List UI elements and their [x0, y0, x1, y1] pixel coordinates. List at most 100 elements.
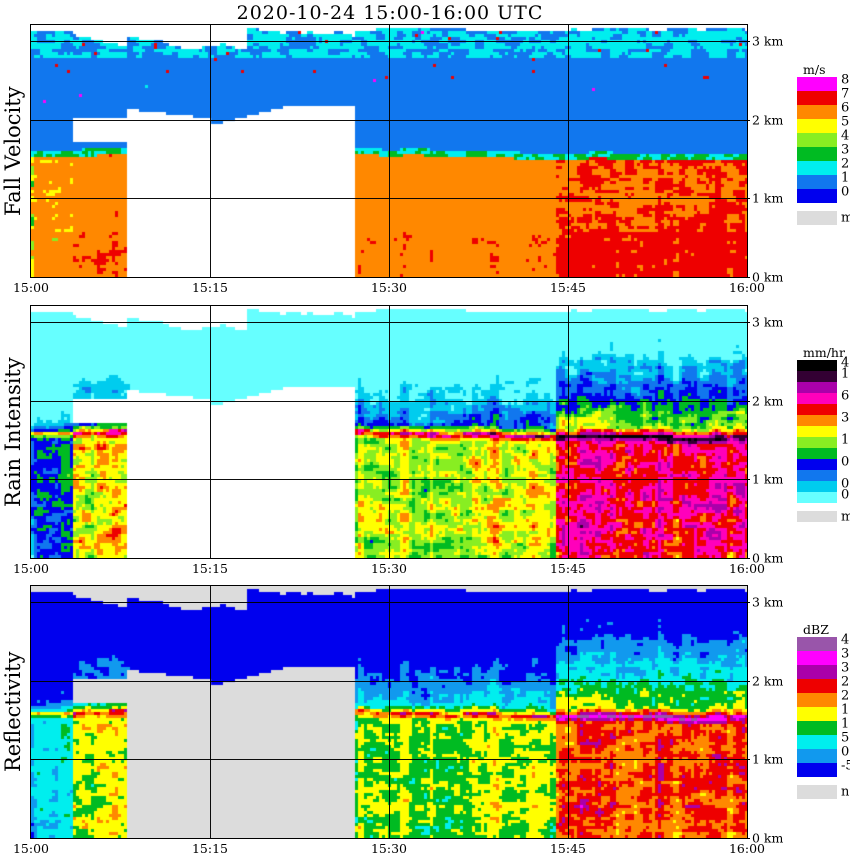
plot-area-rain-intensity[interactable]	[30, 305, 748, 559]
x-axis-tick-label: 15:45	[549, 561, 587, 576]
colorbar-nodata-label: none	[841, 784, 850, 800]
colorbar-swatch	[797, 426, 837, 437]
colorbar-tick-label: 3.0	[841, 410, 850, 426]
x-axis-tick-label: 15:30	[370, 841, 408, 856]
colorbar-tick-label: 3.0	[841, 142, 850, 158]
y-axis-tick-mark	[744, 558, 750, 559]
y-axis-tick-mark	[744, 479, 750, 480]
y-axis-tick-label: 1 km	[752, 471, 784, 487]
colorbar-swatch	[797, 693, 837, 707]
colorbar-swatch	[797, 492, 837, 503]
colorbar-nodata-swatch	[797, 511, 837, 522]
x-axis-tick-label: 15:15	[191, 841, 229, 856]
x-axis-tick-label: 15:00	[12, 280, 50, 295]
x-axis-tick-label: 15:15	[191, 561, 229, 576]
gridline-vertical-1	[210, 586, 211, 838]
colorbar-swatch	[797, 371, 837, 382]
y-axis-tick-mark	[744, 838, 750, 839]
colorbar-tick-label: 0.0	[841, 744, 850, 760]
colorbar-tick-label: 0.0	[841, 487, 850, 503]
y-axis-tick-mark	[744, 681, 750, 682]
y-axis-tick-label: 1 km	[752, 751, 784, 767]
colorbar-swatch	[797, 133, 837, 147]
y-axis-tick-label: 0 km	[752, 269, 784, 285]
colorbar-nodata-swatch	[797, 785, 837, 799]
colorbar-swatch	[797, 470, 837, 481]
colorbar-tick-label: 6.0	[841, 388, 850, 404]
y-axis-tick-label: 0 km	[752, 830, 784, 846]
panel-label-reflectivity: Reflectivity	[1, 651, 25, 773]
gridline-vertical-1	[210, 306, 211, 558]
colorbar-swatch	[797, 679, 837, 693]
colorbar-swatch	[797, 707, 837, 721]
x-axis-tick-label: 15:00	[12, 841, 50, 856]
x-axis-tick-label: 15:45	[549, 841, 587, 856]
x-axis-tick-label: 15:30	[370, 280, 408, 295]
colorbar-swatch	[797, 119, 837, 133]
colorbar-swatch-stack	[797, 77, 837, 203]
y-axis-tick-mark	[744, 602, 750, 603]
colorbar-tick-label: 12.0	[841, 366, 850, 382]
colorbar-swatch	[797, 161, 837, 175]
y-axis-tick-mark	[744, 322, 750, 323]
colorbar-tick-label: 48.0	[841, 355, 850, 371]
colorbar-tick-label: 2.0	[841, 156, 850, 172]
colorbar-unit-label: mm/hr	[803, 345, 845, 360]
y-axis-tick-label: 3 km	[752, 594, 784, 610]
y-axis-tick-label: 1 km	[752, 190, 784, 206]
panel-label-fall-velocity: Fall Velocity	[1, 86, 25, 216]
colorbar-tick-label: 40.0	[841, 632, 850, 648]
colorbar-swatch-stack	[797, 637, 837, 777]
colorbar-swatch	[797, 382, 837, 393]
colorbar-tick-label: 4.0	[841, 128, 850, 144]
plot-area-fall-velocity[interactable]	[30, 24, 748, 278]
colorbar-swatch	[797, 437, 837, 448]
gridline-vertical-3	[568, 306, 569, 558]
gridline-vertical-2	[389, 25, 390, 277]
figure-title: 2020-10-24 15:00-16:00 UTC	[236, 2, 544, 24]
colorbar-swatch	[797, 735, 837, 749]
colorbar-swatch	[797, 91, 837, 105]
colorbar-swatch	[797, 721, 837, 735]
colorbar-swatch	[797, 147, 837, 161]
y-axis-tick-mark	[744, 277, 750, 278]
colorbar-tick-label: 20.0	[841, 688, 850, 704]
x-axis-tick-label: 16:00	[728, 561, 766, 576]
colorbar-tick-label: 35.0	[841, 646, 850, 662]
colorbar-tick-label: 1.0	[841, 170, 850, 186]
colorbar-tick-label: 5.0	[841, 730, 850, 746]
colorbar-nodata-label: miss	[841, 509, 850, 524]
colorbar-swatch	[797, 749, 837, 763]
gridline-vertical-1	[210, 25, 211, 277]
panel-rain-intensity: Rain Intensity	[0, 305, 850, 559]
panel-reflectivity: Reflectivity	[0, 585, 850, 839]
colorbar-tick-label: 7.0	[841, 86, 850, 102]
colorbar-swatch	[797, 77, 837, 91]
colorbar-swatch	[797, 481, 837, 492]
colorbar-nodata-swatch	[797, 211, 837, 225]
y-axis-tick-label: 3 km	[752, 314, 784, 330]
colorbar-tick-label: -5.0	[841, 758, 850, 774]
colorbar-swatch	[797, 360, 837, 371]
colorbar-tick-label: 25.0	[841, 674, 850, 690]
plot-area-reflectivity[interactable]	[30, 585, 748, 839]
colorbar-swatch	[797, 189, 837, 203]
gridline-vertical-2	[389, 586, 390, 838]
colorbar-tick-label: 5.0	[841, 114, 850, 130]
colorbar-tick-label: 30.0	[841, 660, 850, 676]
colorbar-tick-label: 10.0	[841, 716, 850, 732]
colorbar-swatch	[797, 459, 837, 470]
colorbar-swatch-stack	[797, 360, 837, 503]
y-axis-tick-mark	[744, 759, 750, 760]
y-axis-tick-mark	[744, 120, 750, 121]
colorbar-swatch	[797, 404, 837, 415]
colorbar-swatch	[797, 665, 837, 679]
colorbar-tick-label: 0.5	[841, 454, 850, 470]
colorbar-tick-label: 15.0	[841, 702, 850, 718]
panel-fall-velocity: Fall Velocity	[0, 24, 850, 278]
colorbar-swatch	[797, 637, 837, 651]
x-axis-tick-label: 15:30	[370, 561, 408, 576]
x-axis-tick-label: 15:00	[12, 561, 50, 576]
y-axis-tick-mark	[744, 41, 750, 42]
